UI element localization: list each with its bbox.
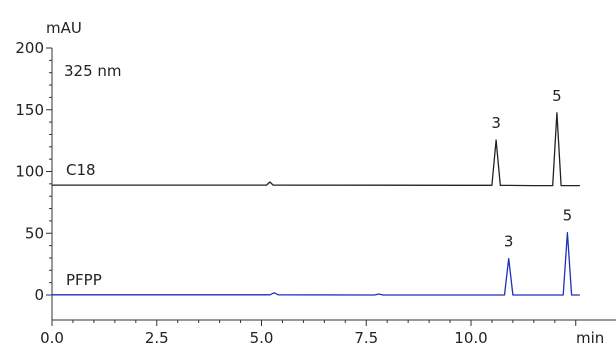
y-tick-label: 100 — [15, 163, 44, 181]
peak-label: 5 — [563, 207, 573, 225]
x-tick-label: 0.0 — [40, 329, 64, 347]
y-tick-label: 0 — [34, 286, 44, 304]
x-tick-label: 2.5 — [145, 329, 169, 347]
axes — [51, 48, 616, 321]
y-tick-label: 200 — [15, 39, 44, 57]
x-tick-label: 7.5 — [354, 329, 378, 347]
x-axis-unit: min — [576, 329, 604, 347]
series-label-pfpp: PFPP — [66, 271, 102, 289]
trace-c18 — [52, 112, 580, 187]
series-label-c18: C18 — [66, 161, 96, 179]
trace-pfpp — [52, 231, 580, 296]
peak-label: 3 — [504, 233, 514, 251]
series-traces — [52, 112, 580, 296]
peak-label: 5 — [552, 87, 562, 105]
y-tick-label: 50 — [25, 224, 44, 242]
x-tick-label: 5.0 — [250, 329, 274, 347]
peak-label: 3 — [491, 114, 501, 132]
y-tick-label: 150 — [15, 101, 44, 119]
chart-labels: min mAU 325 nm C18 PFPP 3 5 3 5 — [46, 19, 604, 347]
wavelength-annotation: 325 nm — [64, 62, 122, 80]
x-tick-label: 10.0 — [454, 329, 487, 347]
y-axis-unit: mAU — [46, 19, 82, 37]
ticks: 0 50 100 150 200 0.0 2.5 5.0 7.5 10.0 — [15, 39, 577, 347]
